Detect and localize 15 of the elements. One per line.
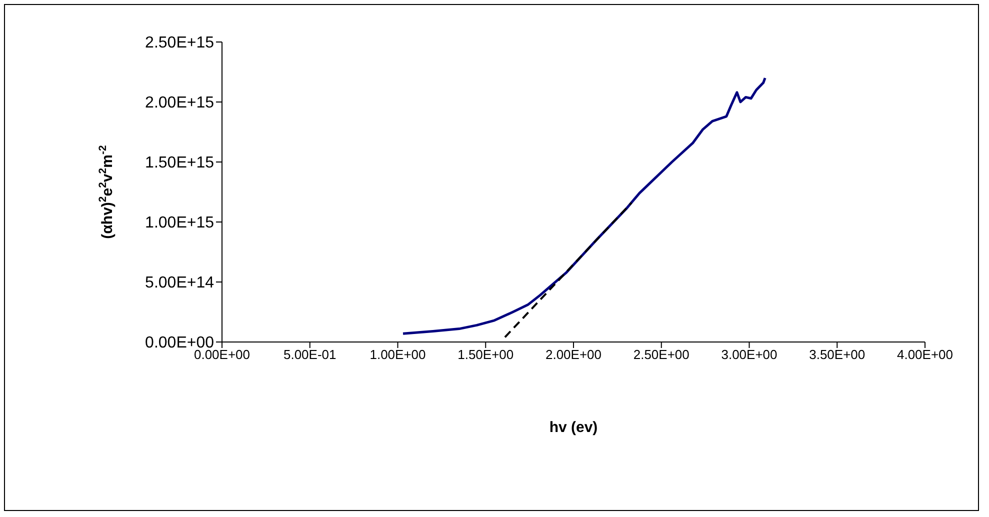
- y-tick-label: 5.00E+14: [145, 274, 214, 292]
- y-tick-label: 1.00E+15: [145, 214, 214, 232]
- x-axis-title: hv (ev): [549, 419, 598, 436]
- x-tick-label: 1.00E+00: [370, 347, 426, 362]
- x-tick-label: 3.50E+00: [809, 347, 866, 362]
- y-tick-label: 1.50E+15: [145, 154, 214, 172]
- x-tick-label: 3.00E+00: [721, 347, 778, 362]
- y-tick-label: 2.50E+15: [145, 34, 214, 52]
- x-tick-label: 0.00E+00: [194, 347, 250, 362]
- x-tick-label: 2.50E+00: [633, 347, 690, 362]
- x-tick-label: 1.50E+00: [458, 347, 514, 362]
- x-tick-label: 2.00E+00: [545, 347, 602, 362]
- y-tick-label: 2.00E+15: [145, 94, 214, 112]
- x-tick-label: 5.00E-01: [283, 347, 336, 362]
- x-tick-label: 4.00E+00: [896, 347, 954, 362]
